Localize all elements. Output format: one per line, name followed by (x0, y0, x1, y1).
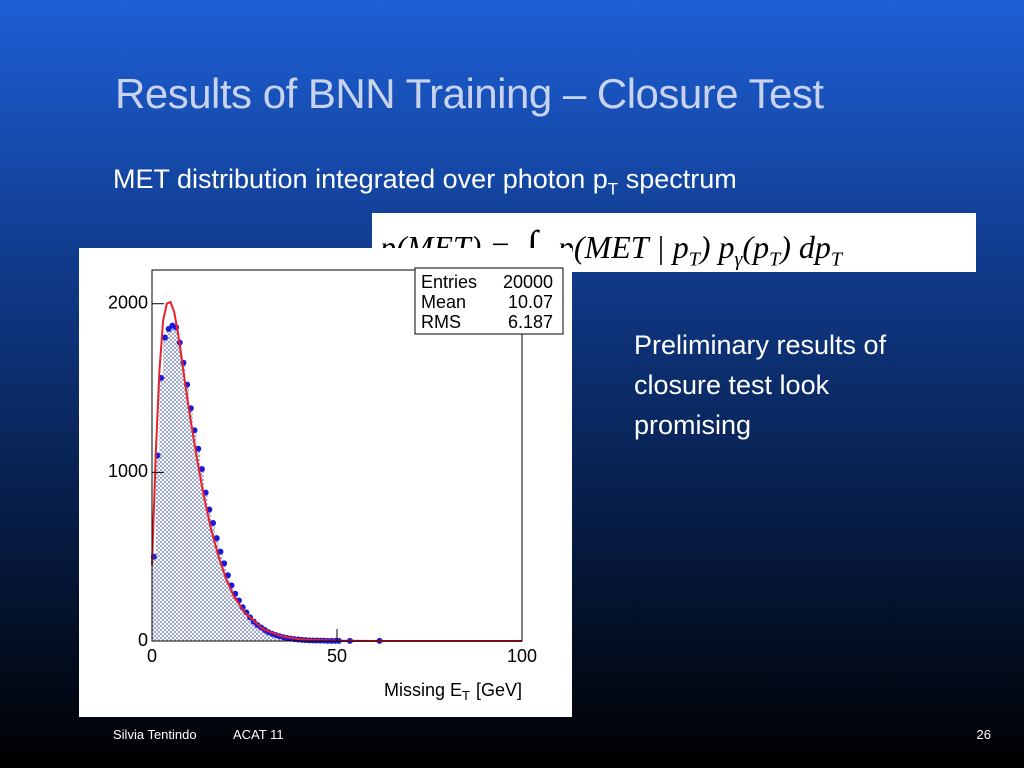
bullet-text: Preliminary results of closure test look… (634, 330, 887, 440)
formula-part: (p (742, 229, 770, 265)
histogram-bin (259, 627, 263, 641)
histogram-bin (192, 430, 197, 641)
histogram-bin (207, 509, 212, 641)
bin-marker (213, 535, 220, 542)
subscript: T (607, 179, 619, 199)
bin-marker (161, 334, 168, 341)
slide-title: Results of BNN Training – Closure Test (115, 70, 824, 117)
histogram-bin (263, 630, 267, 641)
histogram-bin (211, 522, 215, 641)
histogram-bin (244, 612, 249, 641)
footer-author: Silvia Tentindo (113, 727, 197, 742)
bin-marker (210, 519, 217, 526)
integral: ∫ (526, 222, 538, 267)
y-tick-label: 0 (138, 630, 148, 650)
histogram-bin (170, 325, 175, 641)
histogram-bin (248, 617, 252, 641)
footer-event: ACAT 11 (233, 727, 284, 742)
page-number: 26 (976, 727, 991, 742)
bin-marker (217, 548, 224, 555)
subtitle-text: spectrum (625, 164, 737, 194)
stats-label: Entries (421, 272, 477, 292)
formula-part: p(MET | p (557, 229, 689, 265)
histogram-bin (181, 362, 186, 641)
histogram-bin (229, 585, 234, 641)
x-axis-label-text: Missing E (384, 680, 462, 700)
histogram-bin (163, 337, 167, 641)
stats-label: Mean (421, 292, 466, 312)
chart-panel: 0 1000 2000 0 50 100 Missing ET [GeV] Entries 200… (79, 248, 572, 717)
subtitle: MET distribution integrated over photon … (113, 164, 737, 199)
bin-marker (195, 445, 202, 452)
histogram-bin (255, 624, 260, 641)
subscript: γ (734, 248, 743, 271)
histogram-bin (203, 492, 208, 641)
x-axis-label: Missing ET [GeV] (384, 680, 522, 704)
histogram-bin (266, 632, 271, 641)
x-axis-label-sub: T (462, 688, 470, 703)
x-tick-label: 50 (327, 646, 347, 666)
histogram-bin (185, 384, 189, 641)
x-tick-label: 0 (147, 646, 157, 666)
histogram-bin (226, 575, 230, 641)
stats-value: 6.187 (508, 312, 553, 332)
stats-box (414, 267, 564, 335)
x-axis-label-text: [GeV] (476, 680, 522, 700)
histogram-bin (174, 327, 178, 641)
histogram-bin (270, 633, 275, 641)
bin-marker (221, 560, 228, 567)
stats-value: 20000 (503, 272, 553, 292)
histogram-bin (214, 538, 219, 641)
subscript: T (688, 248, 700, 271)
histogram-bin (218, 551, 223, 641)
fit-curve (151, 300, 522, 642)
histogram-bin (196, 448, 201, 641)
histogram-bin (177, 342, 182, 641)
histogram-bin (166, 329, 171, 641)
formula-part: ) dp (780, 229, 831, 265)
x-tick-label: 100 (507, 646, 537, 666)
histogram-bin (155, 455, 160, 641)
stats-value: 10.07 (508, 292, 553, 312)
bin-marker (198, 465, 205, 472)
histogram-bin (222, 563, 226, 641)
histogram-bin (189, 408, 193, 641)
histogram-bin (159, 377, 164, 641)
subscript: T (830, 248, 842, 271)
histogram-bin (251, 621, 256, 641)
stats-label: RMS (421, 312, 461, 332)
histogram-bin (200, 468, 204, 641)
histogram-bin (233, 593, 238, 641)
histogram-bin (152, 556, 156, 641)
subtitle-text: MET distribution integrated over photon … (113, 164, 608, 194)
histogram-bin (237, 600, 241, 641)
y-tick-label: 1000 (108, 461, 148, 481)
subscript: T (769, 248, 781, 271)
histogram-bin (240, 607, 245, 641)
y-tick-label: 2000 (108, 292, 148, 312)
formula-part: ) p (699, 229, 735, 265)
